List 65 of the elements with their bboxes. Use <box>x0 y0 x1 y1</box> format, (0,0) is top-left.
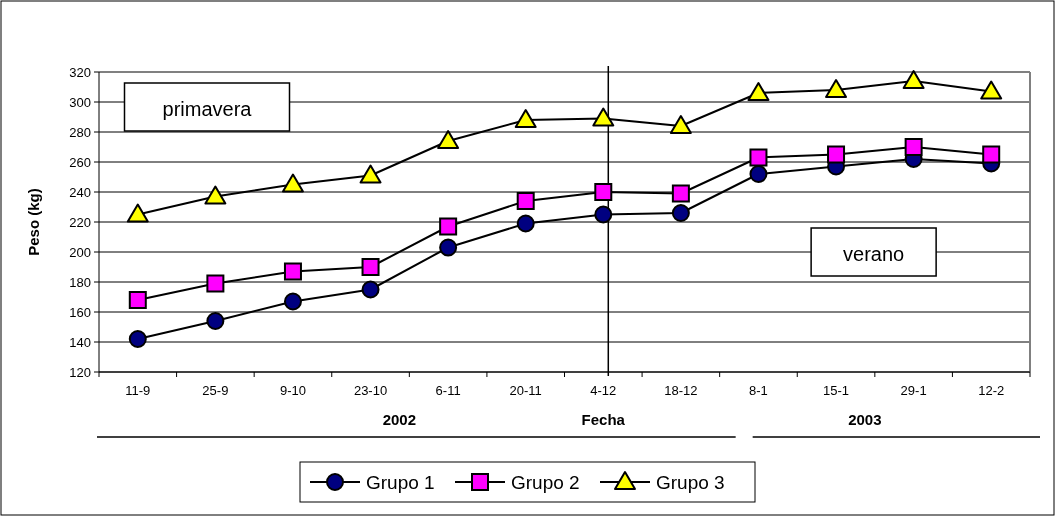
y-tick-label: 140 <box>69 334 91 350</box>
x-tick-label: 12-2 <box>978 383 1005 398</box>
point <box>671 184 690 203</box>
point <box>594 205 613 224</box>
point <box>671 204 690 222</box>
point <box>904 138 923 156</box>
x-axis-title: Fecha <box>581 411 626 428</box>
point <box>206 274 225 293</box>
y-tick-label: 240 <box>69 184 91 200</box>
point <box>126 203 149 223</box>
x-tick-label: 9-10 <box>279 383 306 398</box>
x-tick-label: 20-11 <box>509 383 542 398</box>
point <box>592 107 615 127</box>
y-tick-label: 120 <box>69 364 91 380</box>
point <box>281 173 304 193</box>
y-tick-label: 300 <box>69 94 91 110</box>
point <box>747 82 770 101</box>
x-tick-label: 11-9 <box>125 383 151 398</box>
point <box>669 115 692 134</box>
x-tick-label: 25-9 <box>202 383 229 398</box>
point <box>361 258 380 276</box>
point <box>749 165 768 183</box>
y-tick-label: 200 <box>69 244 91 260</box>
y-tick-label: 280 <box>69 124 91 140</box>
point <box>902 70 925 89</box>
point <box>439 217 458 236</box>
point <box>594 183 613 201</box>
point <box>128 330 147 348</box>
y-tick-label: 180 <box>69 274 91 290</box>
point <box>980 80 1003 100</box>
point <box>204 185 227 205</box>
legend-label: Grupo 2 <box>511 471 580 493</box>
point <box>516 192 535 210</box>
x-tick-label: 6-11 <box>435 383 461 398</box>
legend-label: Grupo 3 <box>656 471 725 493</box>
annotation: verano <box>843 243 905 265</box>
x-tick-label: 4-12 <box>590 383 617 398</box>
text: 2002 <box>382 411 417 428</box>
point <box>749 148 768 167</box>
point <box>283 262 302 281</box>
y-tick-label: 260 <box>69 154 91 170</box>
y-axis-title: Peso (kg) <box>25 188 42 256</box>
x-tick-label: 8-1 <box>749 383 768 398</box>
point <box>825 79 848 98</box>
legend-label: Grupo 1 <box>366 471 435 493</box>
point <box>516 214 535 233</box>
annotation: primavera <box>162 98 253 120</box>
x-tick-label: 29-1 <box>900 383 927 398</box>
y-tick-label: 320 <box>69 64 91 80</box>
x-tick-label: 18-12 <box>664 383 698 398</box>
y-tick-label: 220 <box>69 214 91 230</box>
point <box>206 312 225 330</box>
point <box>283 292 302 311</box>
y-tick-label: 160 <box>69 304 91 320</box>
text: 2003 <box>848 411 882 428</box>
point <box>128 291 147 309</box>
x-tick-label: 15-1 <box>823 383 850 398</box>
point <box>982 145 1001 164</box>
point <box>359 164 382 184</box>
point <box>514 109 537 128</box>
x-tick-label: 23-10 <box>353 383 388 398</box>
point <box>437 130 460 149</box>
point <box>439 238 458 257</box>
point <box>827 145 846 164</box>
point <box>361 280 380 299</box>
